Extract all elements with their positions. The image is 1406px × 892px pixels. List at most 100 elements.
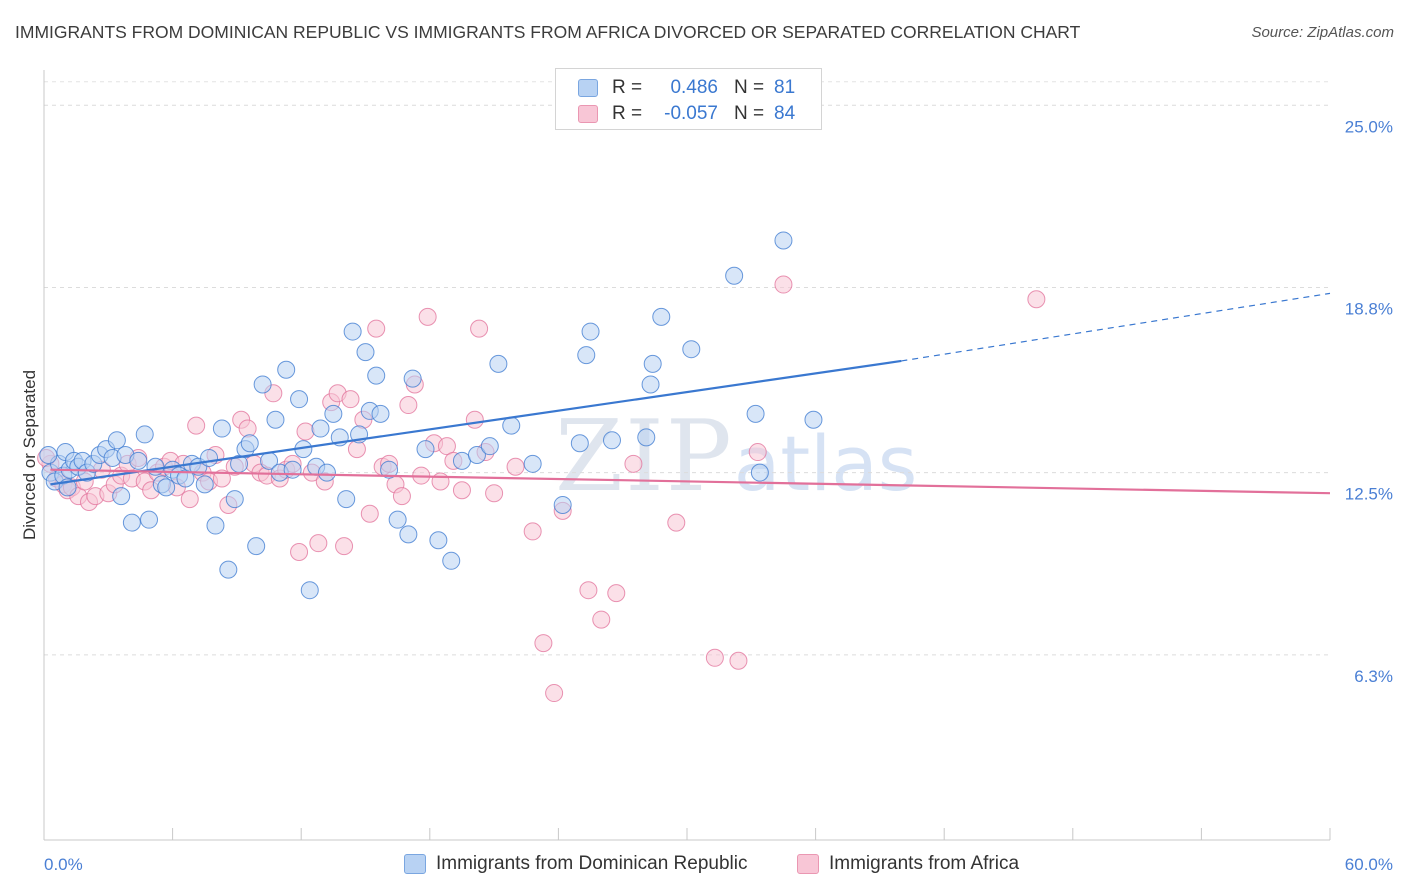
trend-line-africa (50, 468, 1331, 495)
point-dominican (107, 431, 126, 450)
point-dominican (212, 419, 231, 438)
point-dominican (388, 510, 407, 529)
point-dominican (135, 425, 154, 444)
point-africa (187, 416, 206, 435)
y-tick-label: 12.5% (1345, 485, 1393, 504)
point-africa (341, 390, 360, 409)
point-dominican (283, 460, 302, 479)
point-dominican (300, 581, 319, 600)
point-dominican (641, 375, 660, 394)
chart-title: IMMIGRANTS FROM DOMINICAN REPUBLIC VS IM… (15, 22, 1081, 42)
point-africa (360, 504, 379, 523)
legend-n-label: N = (734, 103, 765, 124)
watermark-atlas: atlas (733, 419, 918, 508)
point-africa (774, 275, 793, 294)
point-africa (545, 684, 564, 703)
point-dominican (602, 431, 621, 450)
point-africa (347, 440, 366, 459)
point-africa (309, 534, 328, 553)
watermark: ZIPatlas (555, 400, 917, 514)
point-africa (579, 581, 598, 600)
point-dominican (452, 451, 471, 470)
point-dominican (140, 510, 159, 529)
legend-r-value: 0.486 (670, 77, 718, 98)
point-africa (607, 584, 626, 603)
series-dominican-points (39, 231, 823, 600)
point-dominican (429, 531, 448, 550)
point-dominican (467, 446, 486, 464)
point-dominican (206, 516, 225, 535)
point-africa (290, 542, 309, 561)
point-dominican (725, 266, 744, 285)
legend-label-dominican: Immigrants from Dominican Republic (436, 853, 748, 874)
point-dominican (317, 463, 336, 482)
point-dominican (489, 354, 508, 373)
legend-swatch-dominican (404, 854, 426, 874)
point-africa (431, 472, 450, 491)
point-africa (212, 469, 231, 488)
point-dominican (750, 463, 769, 482)
point-dominican (643, 354, 662, 373)
point-africa (392, 487, 411, 506)
legend-swatch-africa (578, 105, 598, 123)
point-dominican (253, 375, 272, 394)
point-dominican (266, 410, 285, 429)
x-tick-label-min: 0.0% (44, 855, 83, 874)
point-africa (418, 307, 437, 326)
legend-n-value: 81 (774, 77, 796, 98)
legend-swatch-dominican (578, 79, 598, 97)
point-africa (748, 443, 767, 462)
point-dominican (343, 322, 362, 341)
point-africa (465, 410, 484, 429)
point-africa (296, 422, 315, 441)
point-africa (335, 537, 354, 556)
point-dominican (746, 404, 765, 423)
trend-lines (50, 292, 1331, 495)
point-dominican (337, 490, 356, 509)
point-africa (367, 319, 386, 338)
point-dominican (324, 404, 343, 423)
y-tick-label: 6.3% (1354, 667, 1393, 686)
point-dominican (403, 369, 422, 388)
point-africa (592, 610, 611, 629)
point-dominican (804, 410, 823, 429)
watermark-zip: ZIP (555, 400, 734, 514)
point-dominican (112, 487, 131, 506)
y-axis-label: Divorced or Separated (20, 370, 39, 540)
point-dominican (219, 560, 238, 579)
y-tick-label: 25.0% (1345, 117, 1393, 136)
legend-n-label: N = (734, 77, 765, 98)
point-africa (534, 634, 553, 653)
point-dominican (367, 366, 386, 385)
point-africa (705, 648, 724, 667)
point-africa (485, 484, 504, 503)
point-dominican (290, 390, 309, 409)
trend-line-dominican (50, 359, 902, 486)
point-africa (506, 457, 525, 476)
point-africa (180, 490, 199, 509)
point-dominican (157, 478, 176, 497)
point-africa (238, 419, 257, 438)
point-dominican (371, 404, 390, 423)
point-dominican (277, 360, 296, 379)
point-dominican (652, 307, 671, 326)
legend-r-value: -0.057 (664, 103, 718, 124)
point-dominican (502, 416, 521, 435)
correlation-legend: R = 0.486 N = 81 R = -0.057 N = 84 (555, 68, 822, 130)
point-dominican (311, 419, 330, 438)
point-dominican (380, 460, 399, 479)
series-africa-points (37, 275, 1046, 703)
point-dominican (637, 428, 656, 447)
point-dominican (200, 448, 219, 467)
point-africa (1027, 290, 1046, 309)
chart-source: Source: ZipAtlas.com (1251, 24, 1394, 41)
point-dominican (523, 454, 542, 473)
point-dominican (570, 434, 589, 453)
point-dominican (247, 537, 266, 556)
point-dominican (553, 495, 572, 514)
point-dominican (225, 490, 244, 509)
point-dominican (480, 437, 499, 456)
point-africa (399, 396, 418, 415)
point-africa (624, 454, 643, 473)
